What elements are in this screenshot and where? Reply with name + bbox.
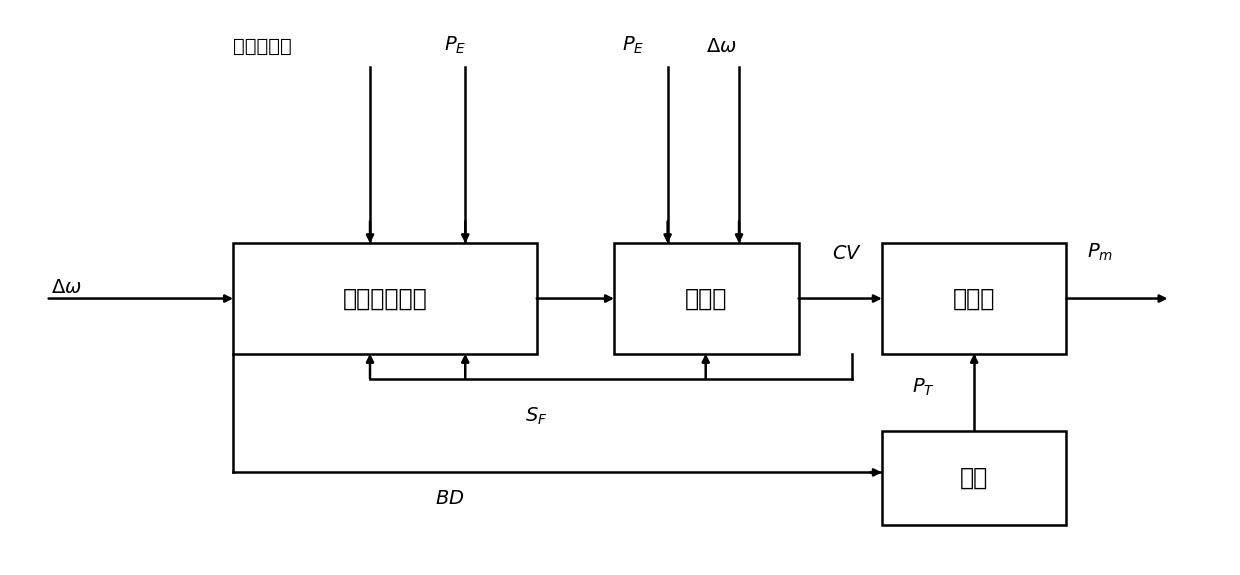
Text: $P_m$: $P_m$ — [1086, 242, 1112, 263]
Text: 负载设定值: 负载设定值 — [233, 37, 291, 56]
Text: $\Delta\omega$: $\Delta\omega$ — [706, 37, 737, 56]
Text: $S_F$: $S_F$ — [525, 406, 547, 427]
Text: $\Delta\omega$: $\Delta\omega$ — [51, 278, 82, 297]
Text: 调速器: 调速器 — [686, 286, 728, 311]
Text: 锅炉: 锅炉 — [960, 466, 988, 490]
FancyBboxPatch shape — [233, 243, 537, 354]
Text: $P_T$: $P_T$ — [911, 377, 935, 398]
FancyBboxPatch shape — [882, 431, 1066, 525]
Text: $P_E$: $P_E$ — [444, 34, 466, 56]
FancyBboxPatch shape — [614, 243, 799, 354]
Text: 机炉协调控制: 机炉协调控制 — [342, 286, 428, 311]
Text: 汽轮机: 汽轮机 — [954, 286, 996, 311]
FancyBboxPatch shape — [882, 243, 1066, 354]
Text: $BD$: $BD$ — [435, 489, 465, 508]
Text: $P_E$: $P_E$ — [622, 34, 645, 56]
Text: $CV$: $CV$ — [832, 244, 862, 263]
